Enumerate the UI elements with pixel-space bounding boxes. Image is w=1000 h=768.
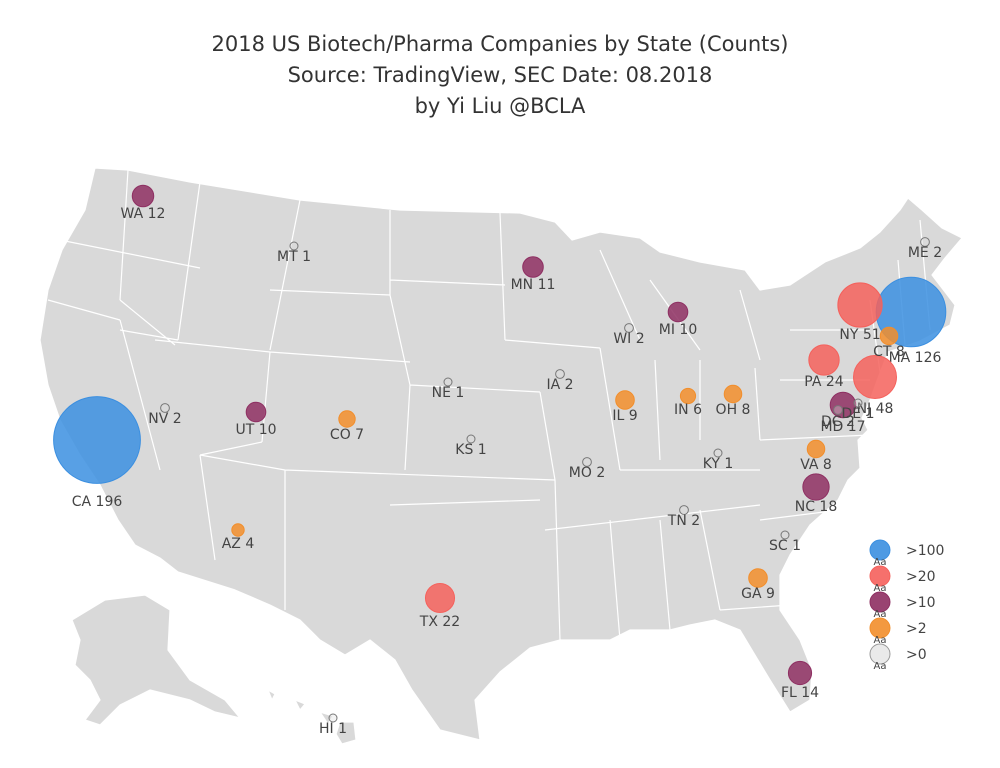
legend-swatch-gt2 bbox=[869, 617, 891, 639]
bubble-ct bbox=[879, 326, 899, 346]
label-in: IN 6 bbox=[674, 402, 702, 418]
bubble-ga bbox=[748, 568, 768, 588]
label-co: CO 7 bbox=[330, 427, 364, 443]
us-land bbox=[39, 167, 963, 745]
label-ny: NY 51 bbox=[839, 327, 880, 343]
bubble-ny bbox=[837, 282, 883, 328]
legend: Aa >100 Aa >20 Aa >10 Aa >2 Aa >0 bbox=[869, 539, 944, 672]
bubble-va bbox=[806, 439, 826, 459]
label-mo: MO 2 bbox=[569, 465, 605, 481]
bubble-me bbox=[920, 237, 930, 247]
map-title-line-2: Source: TradingView, SEC Date: 08.2018 bbox=[287, 63, 713, 87]
bubble-wa bbox=[131, 184, 155, 208]
bubble-oh bbox=[723, 384, 743, 404]
bubble-ut bbox=[245, 401, 267, 423]
label-fl: FL 14 bbox=[781, 685, 819, 701]
legend-label-gt100: >100 bbox=[906, 543, 944, 559]
label-mi: MI 10 bbox=[659, 322, 697, 338]
state-bubbles: CA 196 MA 126 NY 51 NJ 48 PA 24 TX 22 MD 17 NC … bbox=[53, 184, 947, 737]
bubble-nc bbox=[802, 473, 830, 501]
bubble-tn bbox=[679, 505, 689, 515]
bubble-wi bbox=[624, 323, 634, 333]
label-pa: PA 24 bbox=[804, 374, 843, 390]
label-ky: KY 1 bbox=[703, 456, 734, 472]
bubble-ks bbox=[466, 434, 476, 444]
bubble-il bbox=[615, 390, 635, 410]
label-ma: MA 126 bbox=[889, 350, 942, 366]
hawaii-land bbox=[267, 689, 357, 745]
label-me: ME 2 bbox=[908, 245, 942, 261]
bubble-pa bbox=[808, 344, 840, 376]
bubble-md bbox=[829, 391, 857, 419]
bubble-de bbox=[853, 398, 863, 408]
bubble-dc bbox=[833, 405, 843, 415]
legend-mark-gt20: Aa bbox=[874, 583, 887, 594]
bubble-ne bbox=[443, 377, 453, 387]
bubble-ky bbox=[713, 448, 723, 458]
label-ut: UT 10 bbox=[235, 422, 276, 438]
legend-swatch-gt0 bbox=[869, 643, 891, 665]
label-de: DE 1 bbox=[842, 406, 875, 422]
legend-swatch-gt20 bbox=[869, 565, 891, 587]
bubble-co bbox=[338, 410, 356, 428]
label-wi: WI 2 bbox=[613, 331, 644, 347]
label-nj: NJ 48 bbox=[857, 401, 894, 417]
label-oh: OH 8 bbox=[716, 402, 751, 418]
legend-mark-gt2: Aa bbox=[874, 635, 887, 646]
bubble-fl bbox=[787, 660, 813, 686]
legend-label-gt0: >0 bbox=[906, 647, 927, 663]
label-md: MD 17 bbox=[820, 419, 865, 435]
label-tn: TN 2 bbox=[667, 513, 700, 529]
label-ca: CA 196 bbox=[72, 494, 123, 510]
label-ia: IA 2 bbox=[546, 377, 573, 393]
legend-swatch-gt100 bbox=[869, 539, 891, 561]
label-mn: MN 11 bbox=[511, 277, 556, 293]
label-dc: DC 2 bbox=[821, 414, 855, 430]
label-ks: KS 1 bbox=[455, 442, 486, 458]
label-va: VA 8 bbox=[800, 457, 832, 473]
label-ne: NE 1 bbox=[432, 385, 465, 401]
label-nv: NV 2 bbox=[148, 411, 181, 427]
label-nc: NC 18 bbox=[795, 499, 838, 515]
label-mt: MT 1 bbox=[277, 249, 311, 265]
bubble-mt bbox=[289, 241, 299, 251]
map-title-line-1: 2018 US Biotech/Pharma Companies by Stat… bbox=[211, 32, 789, 56]
bubble-mi bbox=[667, 301, 689, 323]
bubble-sc bbox=[780, 530, 790, 540]
bubble-mn bbox=[522, 256, 544, 278]
legend-label-gt10: >10 bbox=[906, 595, 936, 611]
bubble-mo bbox=[582, 457, 592, 467]
bubble-nv bbox=[160, 403, 170, 413]
label-sc: SC 1 bbox=[769, 538, 801, 554]
label-ga: GA 9 bbox=[741, 586, 775, 602]
bubble-nj bbox=[853, 355, 897, 399]
bubble-tx bbox=[424, 582, 456, 614]
label-ct: CT 8 bbox=[873, 344, 905, 360]
contiguous-us-land bbox=[39, 167, 963, 741]
label-hi: HI 1 bbox=[319, 721, 347, 737]
bubble-ia bbox=[555, 369, 565, 379]
legend-mark-gt10: Aa bbox=[874, 609, 887, 620]
legend-swatch-gt10 bbox=[869, 591, 891, 613]
bubble-hi bbox=[328, 713, 338, 723]
bubble-ca bbox=[53, 396, 141, 484]
legend-label-gt20: >20 bbox=[906, 569, 936, 585]
label-tx: TX 22 bbox=[419, 614, 460, 630]
bubble-az bbox=[231, 523, 245, 537]
label-il: IL 9 bbox=[612, 408, 637, 424]
bubble-in bbox=[679, 387, 697, 405]
legend-label-gt2: >2 bbox=[906, 621, 927, 637]
label-az: AZ 4 bbox=[222, 536, 255, 552]
alaska-land bbox=[71, 594, 241, 726]
label-wa: WA 12 bbox=[121, 206, 166, 222]
legend-mark-gt0: Aa bbox=[874, 661, 887, 672]
map-title-line-3: by Yi Liu @BCLA bbox=[414, 94, 586, 118]
legend-mark-gt100: Aa bbox=[874, 557, 887, 568]
